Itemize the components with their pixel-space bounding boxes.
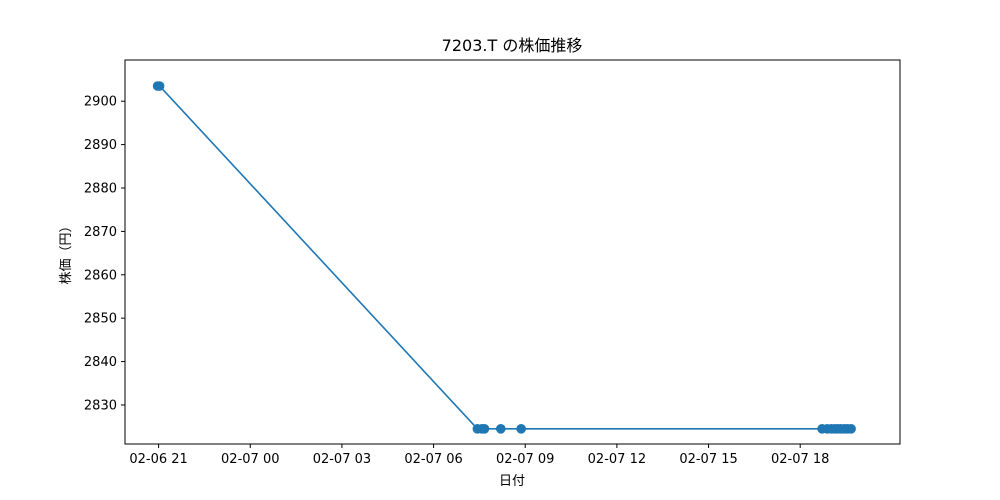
x-tick-label: 02-07 12 <box>588 452 646 467</box>
axes-frame <box>124 59 901 445</box>
y-tick-label: 2830 <box>84 398 117 413</box>
y-tick-label: 2900 <box>84 95 117 110</box>
data-point <box>479 424 490 434</box>
y-axis-label: 株価（円） <box>59 219 74 284</box>
y-tick-label: 2860 <box>84 268 117 283</box>
y-tick-label: 2850 <box>84 312 117 327</box>
data-point <box>846 424 856 434</box>
data-point <box>154 81 165 91</box>
y-tick-label: 2870 <box>84 225 117 240</box>
plot-area: 02-06 21 02-07 00 02-07 03 02-07 06 02-07 09… <box>84 81 856 467</box>
x-tick-label: 02-07 03 <box>313 452 371 467</box>
chart-title: 7203.T の株価推移 <box>442 36 583 55</box>
x-axis-label: 日付 <box>499 474 525 489</box>
x-tick-label: 02-07 00 <box>221 452 279 467</box>
data-point <box>516 424 526 434</box>
x-tick-label: 02-07 06 <box>404 452 462 467</box>
y-tick-label: 2840 <box>84 355 117 370</box>
y-tick-label: 2890 <box>84 138 117 153</box>
x-tick-label: 02-07 18 <box>771 452 829 467</box>
x-tick-label: 02-07 09 <box>496 452 554 467</box>
x-tick-label: 02-06 21 <box>129 452 187 467</box>
x-tick-label: 02-07 15 <box>679 452 737 467</box>
y-tick-label: 2880 <box>84 182 117 197</box>
data-point <box>495 424 506 434</box>
